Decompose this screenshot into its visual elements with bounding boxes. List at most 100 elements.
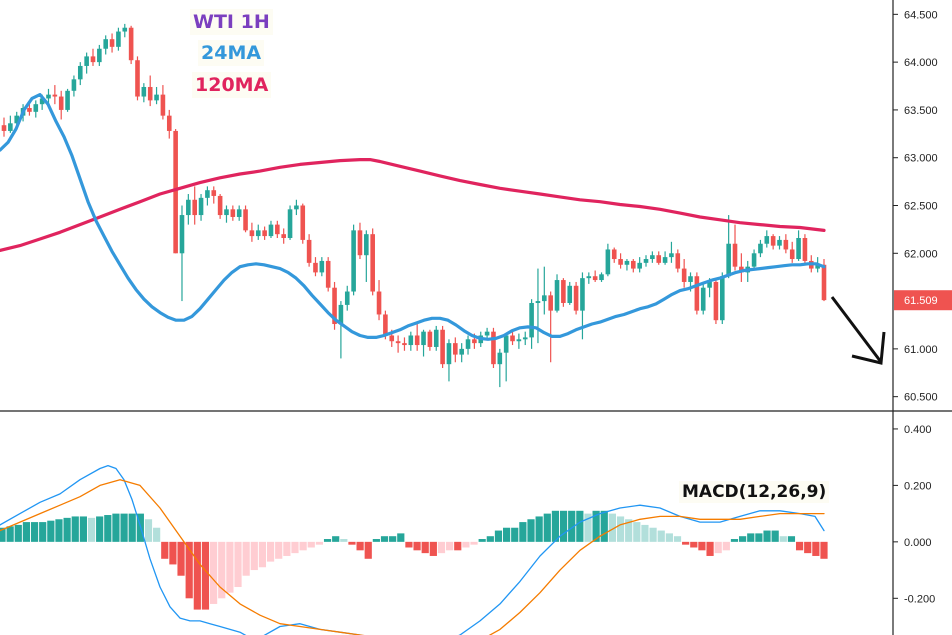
- candle-body: [97, 48, 102, 63]
- candle-body: [789, 249, 795, 260]
- macd-histogram-bar: [657, 530, 665, 542]
- macd-histogram-bar: [600, 510, 608, 542]
- macd-tick-label: 0.400: [904, 424, 932, 436]
- price-axis: 64.500 64.000 63.500 63.000 62.500 62.000 61.0…: [893, 9, 952, 404]
- macd-histogram-bar: [55, 519, 63, 542]
- macd-histogram-bar: [332, 536, 340, 542]
- candle-body: [27, 108, 32, 112]
- macd-histogram-bar: [820, 541, 828, 559]
- chart-title: WTI 1H: [190, 9, 273, 35]
- macd-histogram-bar: [340, 539, 348, 542]
- candle-body: [313, 262, 318, 273]
- macd-histogram-bar: [0, 527, 6, 542]
- macd-histogram-bar: [543, 513, 551, 542]
- macd-histogram-bar: [519, 522, 527, 542]
- candle-body: [440, 329, 445, 365]
- candle-body: [173, 130, 178, 254]
- macd-histogram-bar: [380, 536, 389, 542]
- macd-histogram-bar: [6, 526, 14, 542]
- macd-histogram-bar: [266, 541, 275, 562]
- candle-body: [205, 190, 210, 198]
- candle-body: [573, 285, 579, 311]
- candle-body: [491, 331, 496, 365]
- macd-histogram-bar: [226, 541, 234, 593]
- candle-body: [751, 253, 757, 267]
- candle-body: [344, 291, 350, 305]
- candle-body: [770, 236, 776, 246]
- signal-line: [0, 479, 825, 635]
- macd-histogram-bar: [218, 541, 226, 599]
- candle-body: [128, 27, 134, 61]
- macd-histogram-bar: [608, 513, 616, 542]
- macd-tick-label: 0.000: [904, 537, 932, 549]
- candle-body: [275, 224, 280, 235]
- macd-histogram-bar: [714, 541, 722, 554]
- macd-histogram-bar: [177, 541, 185, 576]
- candle-body: [605, 249, 611, 275]
- macd-histogram-bar: [437, 541, 446, 554]
- macd-histogram-bar: [812, 541, 820, 556]
- ma24-legend: 24MA: [198, 40, 265, 66]
- candle-body: [484, 331, 490, 336]
- candle-body: [599, 274, 604, 281]
- candle-body: [103, 39, 109, 49]
- macd-histogram-bar: [128, 513, 136, 542]
- candle-body: [332, 287, 337, 325]
- price-pane: [0, 23, 827, 388]
- candle-body: [453, 343, 458, 355]
- price-tick-label: 61.000: [904, 344, 938, 356]
- macd-histogram-bar: [185, 541, 193, 599]
- macd-histogram-bar: [397, 533, 405, 542]
- macd-tick-label: -0.200: [904, 593, 935, 605]
- candle-body: [764, 236, 770, 244]
- macd-histogram-bar: [421, 541, 429, 554]
- macd-histogram-bar: [389, 536, 397, 542]
- candle-body: [700, 287, 706, 311]
- candle-body: [217, 195, 223, 216]
- candle-body: [243, 209, 248, 231]
- macd-histogram-bar: [87, 517, 96, 542]
- candle-body: [160, 94, 166, 116]
- candle-body: [472, 339, 477, 344]
- macd-histogram-bar: [454, 541, 462, 551]
- candle-body: [427, 331, 433, 347]
- candle-body: [77, 65, 83, 80]
- candle-body: [389, 335, 395, 342]
- macd-histogram-bar: [30, 522, 39, 542]
- candle-body: [497, 352, 503, 365]
- macd-histogram-bar: [71, 516, 79, 542]
- macd-histogram-bar: [511, 527, 519, 542]
- macd-histogram-bar: [120, 513, 128, 542]
- macd-histogram-bar: [706, 541, 714, 556]
- macd-histogram-bar: [673, 536, 682, 542]
- candle-body: [707, 281, 712, 288]
- candle-body: [281, 234, 286, 238]
- macd-histogram-bar: [559, 510, 568, 542]
- candle-body: [542, 295, 547, 302]
- candle-body: [294, 205, 299, 210]
- candle-body: [713, 281, 719, 321]
- candle-body: [39, 98, 45, 105]
- macd-histogram-bar: [625, 519, 633, 542]
- macd-histogram-bar: [144, 519, 153, 542]
- macd-histogram-bar: [104, 515, 112, 542]
- price-tick-label: 64.500: [904, 9, 938, 21]
- macd-histogram-bar: [63, 517, 71, 542]
- candle-body: [529, 302, 534, 338]
- candle-body: [783, 239, 789, 250]
- candle-body: [554, 280, 560, 311]
- macd-histogram-bar: [633, 522, 641, 542]
- macd-histogram-bar: [22, 522, 31, 542]
- candle-body: [141, 86, 147, 97]
- macd-label: MACD(12,26,9): [679, 481, 830, 503]
- price-tick-label: 64.000: [904, 57, 938, 69]
- candle-body: [592, 276, 598, 281]
- candle-body: [351, 230, 356, 292]
- candle-body: [52, 94, 58, 97]
- candle-body: [631, 260, 636, 269]
- candle-body: [586, 276, 592, 279]
- macd-histogram-bar: [161, 541, 169, 559]
- candle-body: [154, 94, 159, 101]
- candle-body: [46, 94, 51, 99]
